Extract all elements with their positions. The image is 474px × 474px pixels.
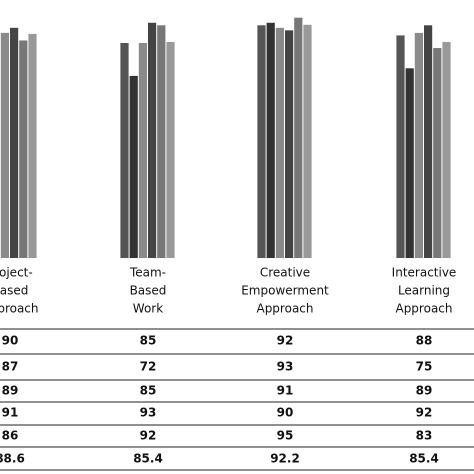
- bar: [157, 25, 166, 259]
- bar: [285, 30, 294, 259]
- table-cell: 85: [140, 384, 157, 398]
- table-cell: 83: [416, 429, 433, 443]
- table-cell: 86: [2, 429, 19, 443]
- bar: [424, 25, 433, 259]
- category-label: Based: [0, 284, 28, 298]
- table-cell: 92: [416, 406, 433, 420]
- bar: [303, 24, 312, 258]
- table-cell: 90: [2, 334, 19, 348]
- table-cell: 92.2: [270, 452, 300, 466]
- bar: [266, 22, 275, 258]
- bar: [433, 48, 442, 258]
- bar: [405, 68, 414, 258]
- bar: [10, 27, 19, 258]
- table-cell: 88.6: [0, 452, 25, 466]
- table-cell: 90: [277, 406, 294, 420]
- category-label: Creative: [260, 266, 310, 280]
- category-label: Team-: [129, 266, 166, 280]
- table-cell: 93: [277, 360, 294, 374]
- table-cell: 91: [277, 384, 294, 398]
- table-cell: 88: [416, 334, 433, 348]
- bar: [257, 25, 266, 259]
- bar: [0, 32, 9, 258]
- category-label: Work: [133, 302, 163, 316]
- table-cell: 87: [2, 360, 19, 374]
- table-cell: 93: [140, 406, 157, 420]
- bar: [19, 40, 28, 259]
- table-cell: 89: [416, 384, 433, 398]
- category-label: Approach: [256, 302, 313, 316]
- category-label: Based: [130, 284, 167, 298]
- bar: [414, 32, 423, 258]
- bar: [120, 43, 129, 258]
- bar: [28, 33, 37, 258]
- table-cell: 91: [2, 406, 19, 420]
- bar: [148, 22, 157, 258]
- bar: [294, 17, 303, 258]
- bar: [442, 41, 451, 258]
- table-cell: 92: [277, 334, 294, 348]
- bar: [166, 41, 175, 258]
- table-cell: 85.4: [409, 452, 439, 466]
- table-cell: 85: [140, 334, 157, 348]
- table-cell: 72: [140, 360, 157, 374]
- bar: [138, 43, 147, 258]
- bar: [275, 27, 284, 258]
- category-label: Interactive: [392, 266, 457, 280]
- table-cell: 92: [140, 429, 157, 443]
- category-label: Learning: [398, 284, 450, 298]
- table-cell: 89: [2, 384, 19, 398]
- category-label: Approach: [395, 302, 452, 316]
- category-label: Approach: [0, 302, 39, 316]
- category-label: Project-: [0, 266, 33, 280]
- table-cell: 85.4: [133, 452, 163, 466]
- table-cell: 95: [277, 429, 294, 443]
- table-cell: 75: [416, 360, 433, 374]
- bar: [129, 75, 138, 258]
- category-label: Empowerment: [241, 284, 329, 298]
- bar: [396, 35, 405, 258]
